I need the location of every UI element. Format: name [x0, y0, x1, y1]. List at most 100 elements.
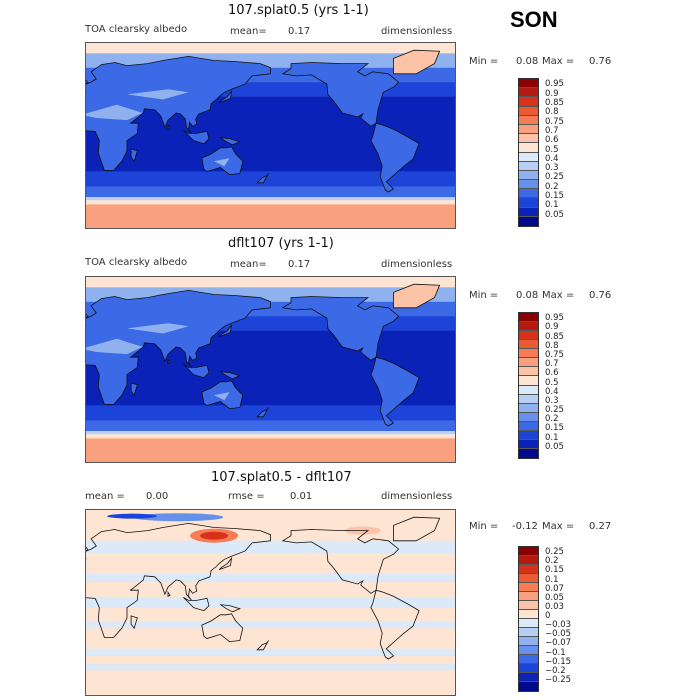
desert-field — [214, 158, 230, 167]
coastline — [370, 356, 420, 427]
coastline — [219, 323, 233, 337]
arctic-anomaly — [107, 513, 158, 519]
field-band — [86, 420, 455, 432]
field-band — [86, 573, 455, 582]
panel3-min-value: -0.12 — [512, 521, 538, 532]
coastline — [220, 604, 241, 613]
greenland-field — [393, 284, 440, 308]
coastline — [370, 122, 420, 193]
colorbar-tick-label: 0.6 — [545, 368, 559, 379]
panel2-max-label: Max = — [542, 290, 575, 301]
colorbar-tick-label: 0.15 — [545, 423, 564, 434]
colorbar-tick-label: −0.15 — [545, 656, 572, 667]
field-band — [86, 438, 455, 462]
panel2-min-value: 0.08 — [516, 290, 539, 301]
land-field — [282, 62, 399, 127]
colorbar-tick-label: 0.2 — [545, 181, 559, 192]
colorbar-tick-label: 0.05 — [545, 441, 564, 452]
panel3-colorbar — [518, 546, 539, 692]
colorbar-tick-label: 0.25 — [545, 172, 564, 183]
land-field — [220, 371, 240, 379]
colorbar-tick-label: 0.8 — [545, 340, 559, 351]
panel1-colorbar — [518, 78, 539, 227]
colorbar-swatch — [519, 115, 538, 125]
colorbar-tick-label: 0.95 — [545, 79, 564, 90]
colorbar-swatch — [519, 592, 538, 601]
colorbar-tick-label: 0.75 — [545, 116, 564, 127]
colorbar-tick-label: −0.03 — [545, 620, 572, 631]
colorbar-tick-label: 0.85 — [545, 331, 564, 342]
colorbar-tick-label: 0.95 — [545, 313, 564, 324]
colorbar-tick-label: 0.5 — [545, 144, 559, 155]
colorbar-tick-label: −0.25 — [545, 674, 572, 685]
panel1-max-value: 0.76 — [589, 56, 612, 67]
coastline — [167, 123, 171, 130]
colorbar-swatch — [519, 655, 538, 664]
colorbar-swatch — [519, 547, 538, 556]
colorbar-tick-label: 0.3 — [545, 395, 559, 406]
colorbar-tick-label: 0.25 — [545, 547, 564, 558]
panel1-max-label: Max = — [542, 56, 575, 67]
panel3-max-label: Max = — [542, 521, 575, 532]
panel2-min-label: Min = — [469, 290, 499, 301]
coastline — [183, 364, 210, 379]
coastline — [130, 382, 138, 397]
panel1-mean-value: 0.17 — [288, 26, 311, 37]
coastline — [86, 289, 271, 405]
panel2-title: dflt107 (yrs 1-1) — [228, 236, 334, 251]
colorbar-tick-label: 0.8 — [545, 107, 559, 118]
field-band — [86, 431, 455, 435]
colorbar-swatch — [519, 367, 538, 377]
colorbar-swatch — [519, 448, 538, 458]
colorbar-swatch — [519, 349, 538, 359]
coastline — [167, 357, 171, 364]
greenland-field — [393, 50, 440, 74]
desert-field — [127, 323, 189, 334]
colorbar-swatch — [519, 189, 538, 199]
colorbar-tick-label: 0.25 — [545, 405, 564, 416]
colorbar-tick-label: 0.15 — [545, 565, 564, 576]
colorbar-swatch — [519, 421, 538, 431]
colorbar-swatch — [519, 439, 538, 449]
panel2-variable-label: TOA clearsky albedo — [85, 257, 188, 268]
panel3-max-value: 0.27 — [589, 521, 612, 532]
land-field — [370, 357, 420, 426]
coastline — [130, 615, 138, 630]
coastline — [86, 522, 271, 638]
colorbar-swatch — [519, 180, 538, 190]
colorbar-swatch — [519, 331, 538, 341]
coastline — [183, 597, 210, 612]
panel2-mean-label: mean= — [230, 259, 267, 270]
colorbar-swatch — [519, 340, 538, 350]
panel1-map — [85, 42, 456, 229]
land-field — [131, 382, 138, 396]
panel1-colorbar-ticks: 0.95 0.9 0.85 0.8 0.75 0.7 0.6 0.5 0.4 0.3 0.25 0.2… — [545, 78, 605, 227]
coastline — [370, 589, 420, 660]
field-band — [86, 43, 455, 54]
field-band — [86, 197, 455, 201]
coastline — [201, 380, 244, 410]
panel2-mean-value: 0.17 — [288, 259, 311, 270]
colorbar-swatch — [519, 134, 538, 144]
desert-field — [214, 392, 230, 401]
colorbar-tick-label: −0.2 — [545, 665, 566, 676]
coastline — [256, 640, 269, 651]
panel3-colorbar-ticks: 0.25 0.2 0.15 0.1 0.07 0.05 0.03 0 −0.03 −0.05 −0.… — [545, 546, 605, 692]
coastline — [220, 137, 241, 146]
panel2-map — [85, 276, 456, 463]
siberia-anomaly — [200, 531, 229, 540]
colorbar-swatch — [519, 124, 538, 135]
field-band — [86, 597, 455, 608]
colorbar-swatch — [519, 673, 538, 682]
field-band — [86, 405, 455, 421]
colorbar-swatch — [519, 322, 538, 332]
colorbar-tick-label: 0 — [545, 611, 551, 621]
colorbar-tick-label: 0.9 — [545, 88, 559, 99]
colorbar-tick-label: 0.2 — [545, 414, 559, 425]
panel1-title: 107.splat0.5 (yrs 1-1) — [228, 3, 369, 18]
colorbar-swatch — [519, 556, 538, 565]
panel3-rmse-value: 0.01 — [290, 491, 313, 502]
coastline — [281, 296, 400, 361]
colorbar-tick-label: 0.03 — [545, 601, 564, 612]
arctic-anomaly — [133, 513, 224, 522]
